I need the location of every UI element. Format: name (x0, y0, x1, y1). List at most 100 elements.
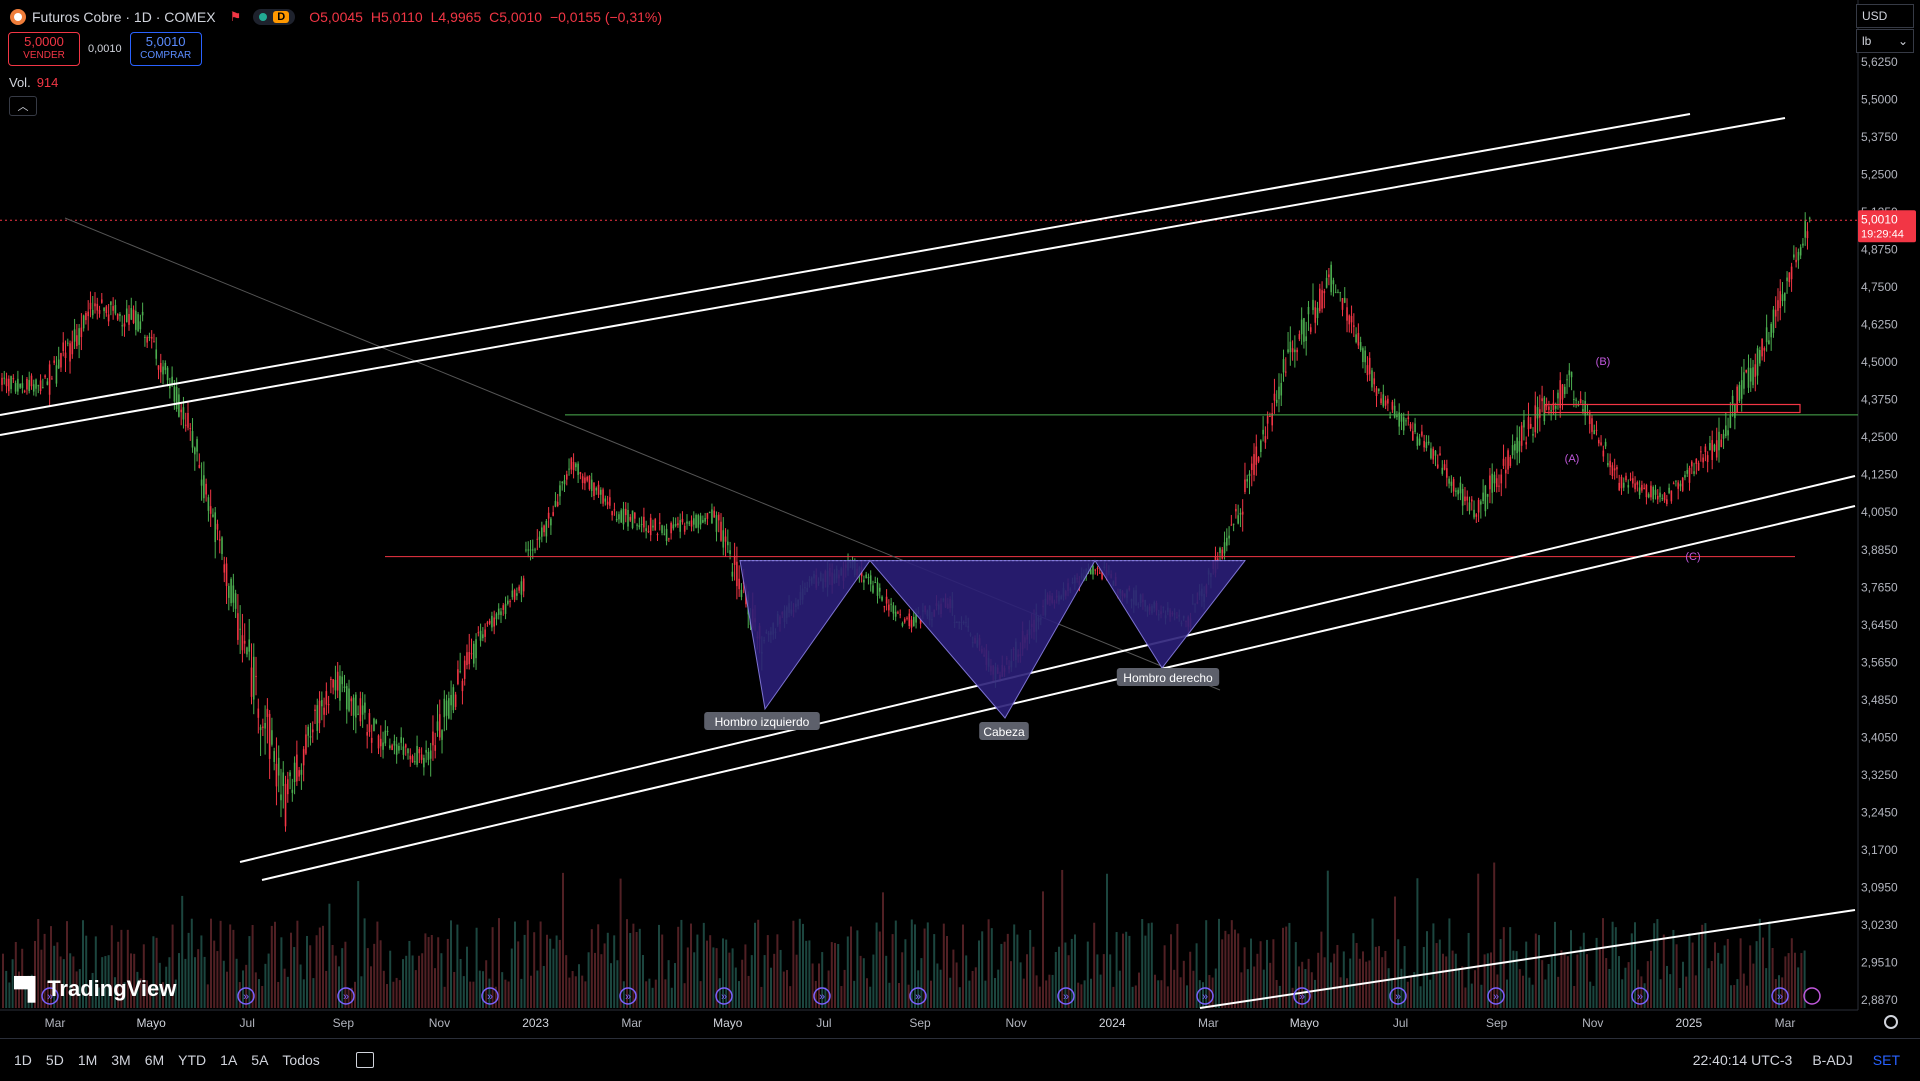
range-button-1m[interactable]: 1M (77, 1052, 98, 1068)
candle-body (250, 667, 253, 697)
candle-body (1407, 417, 1410, 420)
candle-body (865, 574, 867, 578)
unit-select[interactable]: lb ⌄ (1856, 29, 1914, 53)
dividend-event-icon[interactable] (1196, 987, 1214, 1005)
range-button-ytd[interactable]: YTD (178, 1052, 207, 1068)
buy-button[interactable]: 5,0010 COMPRAR (129, 32, 202, 66)
candle-body (1777, 300, 1779, 311)
tradingview-logo[interactable]: ▀▌ TradingView (14, 976, 176, 1002)
dividend-event-icon[interactable] (41, 987, 59, 1005)
volume-bar (526, 920, 529, 1008)
range-button-6m[interactable]: 6M (144, 1052, 165, 1068)
clock[interactable]: 22:40:14 UTC-3 (1692, 1052, 1793, 1068)
collapse-legend-button[interactable]: ︿ (9, 96, 37, 116)
range-button-3m[interactable]: 3M (111, 1052, 131, 1068)
volume-bar (802, 923, 804, 1008)
dividend-event-icon[interactable] (1487, 987, 1505, 1005)
candle-body (1577, 404, 1580, 406)
dividend-event-icon[interactable] (237, 987, 255, 1005)
candle-body (162, 366, 164, 375)
candle-body (894, 611, 897, 617)
market-status[interactable]: D (253, 9, 296, 25)
candle-body (459, 671, 461, 673)
channel-lower-line-2[interactable] (261, 505, 1856, 881)
dividend-event-icon[interactable] (1057, 987, 1075, 1005)
dividend-event-icon[interactable] (1293, 987, 1311, 1005)
candle-body (159, 362, 162, 373)
volume-bar (1026, 954, 1028, 1008)
candle-body (674, 524, 677, 526)
dividend-event-icon[interactable] (337, 987, 355, 1005)
channel-upper-line[interactable] (0, 113, 1691, 416)
candle-body (1783, 292, 1786, 301)
volume-bar (1602, 918, 1604, 1008)
candle-body (1511, 445, 1514, 456)
volume-bar (523, 934, 526, 1008)
candle-body (1595, 429, 1598, 431)
volume-bar (72, 956, 75, 1008)
adj-toggle[interactable]: B-ADJ (1812, 1052, 1853, 1068)
volume-bar (1010, 961, 1012, 1008)
flag-icon[interactable]: ⚑ (229, 9, 242, 24)
range-button-1a[interactable]: 1A (220, 1052, 238, 1068)
candle-body (35, 379, 37, 389)
volume-bar (386, 984, 388, 1008)
volume-bar (1246, 969, 1249, 1008)
range-button-todos[interactable]: Todos (282, 1052, 320, 1068)
candle-body (316, 705, 319, 731)
candle-body (874, 582, 877, 584)
range-button-5d[interactable]: 5D (45, 1052, 64, 1068)
dividend-event-icon[interactable] (909, 987, 927, 1005)
dividend-event-icon[interactable] (1389, 987, 1407, 1005)
range-button-5a[interactable]: 5A (251, 1052, 269, 1068)
volume-bar (197, 949, 200, 1008)
range-button-1d[interactable]: 1D (14, 1052, 32, 1068)
candle-body (1772, 309, 1775, 333)
candle-body (1638, 487, 1641, 495)
symbol-title[interactable]: Futuros Cobre · 1D · COMEX (32, 9, 216, 25)
candle-body (155, 349, 158, 359)
candle-body (436, 721, 439, 731)
volume-bar (501, 972, 504, 1008)
volume-bar (1451, 950, 1454, 1008)
candle-body (434, 745, 437, 751)
candle-body (1720, 439, 1723, 447)
head-and-shoulders-pattern[interactable] (739, 559, 1247, 719)
dividend-event-icon[interactable] (1631, 987, 1649, 1005)
channel-lower-line[interactable] (239, 475, 1856, 863)
candle-body (867, 577, 870, 579)
candle-body (1443, 464, 1446, 470)
dividend-event-icon[interactable] (481, 987, 499, 1005)
volume-bar (357, 881, 360, 1008)
currency-select[interactable]: USD (1856, 4, 1914, 28)
volume-bar (312, 978, 315, 1008)
chevron-up-icon: ︿ (17, 101, 29, 113)
price-axis[interactable] (1858, 0, 1920, 1038)
candle-body (1289, 341, 1292, 353)
dividend-event-icon[interactable] (813, 987, 831, 1005)
volume-bar (354, 981, 356, 1008)
candle-body (325, 691, 328, 705)
sell-button[interactable]: 5,0000 VENDER (8, 32, 80, 66)
candle-body (1482, 492, 1484, 501)
dividend-event-icon[interactable] (715, 987, 733, 1005)
zone-box[interactable] (1544, 403, 1801, 414)
volume-bar (766, 935, 769, 1008)
dividend-event-icon[interactable] (1771, 987, 1789, 1005)
candle-body (1688, 467, 1691, 483)
volume-bar (709, 935, 712, 1008)
volume-bar (136, 971, 139, 1008)
price-chart[interactable]: 5,62505,50005,37505,25005,12504,87504,75… (0, 0, 1920, 1038)
volume-bar (846, 936, 849, 1008)
settings-gear-icon[interactable] (1884, 1015, 1898, 1029)
candle-body (293, 762, 296, 783)
candle-body (1448, 478, 1450, 484)
price-tick-label: 3,6450 (1861, 618, 1898, 632)
channel-upper-line-2[interactable] (0, 117, 1786, 436)
volume-bar (488, 978, 491, 1008)
lightning-event-icon[interactable] (1803, 987, 1821, 1005)
dividend-event-icon[interactable] (619, 987, 637, 1005)
session-toggle[interactable]: SET (1872, 1052, 1900, 1068)
volume-bar (661, 934, 664, 1008)
calendar-icon[interactable] (355, 1052, 374, 1068)
